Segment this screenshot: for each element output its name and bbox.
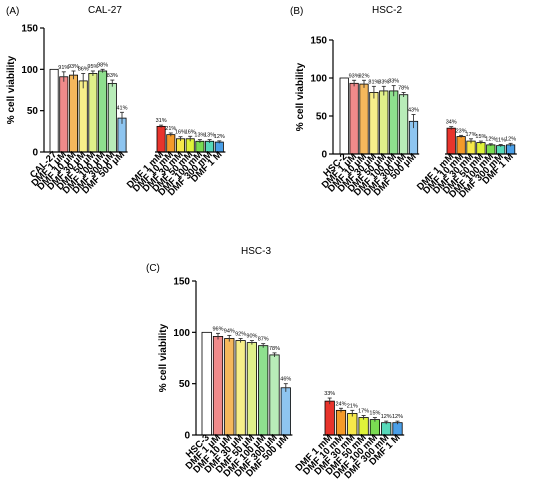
chart-panel-3: (C)HSC-3% cell viability050100150HSC-396… bbox=[146, 246, 405, 481]
data-label: 13% bbox=[194, 133, 205, 139]
data-label: 12% bbox=[505, 136, 516, 142]
data-label: 92% bbox=[235, 331, 246, 337]
y-tick-label: 50 bbox=[27, 106, 39, 117]
data-label: 95% bbox=[87, 64, 98, 70]
bar bbox=[349, 82, 359, 155]
chart-title: HSC-2 bbox=[372, 5, 402, 16]
y-tick-label: 50 bbox=[179, 379, 191, 390]
y-tick-label: 100 bbox=[173, 328, 190, 339]
data-label: 34% bbox=[446, 120, 457, 126]
bar bbox=[212, 336, 224, 436]
data-label: 17% bbox=[465, 132, 476, 138]
bar bbox=[59, 76, 69, 153]
bar bbox=[88, 73, 98, 153]
bar bbox=[389, 90, 399, 155]
bar bbox=[398, 94, 409, 155]
bar bbox=[107, 82, 117, 153]
data-label: 86% bbox=[78, 66, 89, 72]
data-label: 87% bbox=[258, 337, 269, 343]
data-label: 33% bbox=[324, 391, 335, 397]
y-tick-label: 100 bbox=[21, 65, 38, 76]
chart-panel-2: (B) HSC-2% cell viability050100150HSC-293… bbox=[290, 5, 517, 200]
bar bbox=[246, 342, 257, 436]
bar bbox=[446, 127, 456, 155]
data-label: 78% bbox=[269, 346, 280, 352]
data-label: 83% bbox=[378, 79, 389, 85]
data-label: 24% bbox=[335, 401, 346, 407]
data-label: 83% bbox=[107, 73, 118, 79]
data-label: 16% bbox=[185, 129, 196, 135]
bar bbox=[269, 354, 280, 436]
data-label: 31% bbox=[156, 118, 167, 124]
data-label: 17% bbox=[358, 408, 369, 414]
data-label: 94% bbox=[224, 328, 235, 334]
y-tick-label: 100 bbox=[310, 74, 327, 85]
data-label: 16% bbox=[175, 130, 186, 136]
panel-label: (C) bbox=[146, 263, 160, 274]
data-label: 90% bbox=[246, 334, 257, 340]
data-label: 12% bbox=[392, 414, 403, 420]
data-label: 92% bbox=[358, 73, 369, 79]
chart-title: CAL-27 bbox=[88, 5, 122, 16]
y-tick-label: 0 bbox=[321, 150, 327, 161]
y-tick-label: 0 bbox=[32, 148, 38, 159]
bar bbox=[156, 125, 166, 153]
y-tick-label: 50 bbox=[316, 112, 328, 123]
data-label: 23% bbox=[456, 128, 467, 134]
bar bbox=[369, 92, 379, 155]
bar bbox=[235, 340, 246, 436]
y-axis-label: % cell viability bbox=[158, 323, 169, 392]
bar bbox=[359, 83, 369, 155]
data-label: 41% bbox=[116, 105, 127, 111]
bar bbox=[379, 90, 389, 155]
bar bbox=[49, 68, 59, 153]
panel-label: (A) bbox=[6, 6, 19, 17]
bar bbox=[335, 409, 347, 436]
data-label: 93% bbox=[68, 64, 79, 70]
data-label: 83% bbox=[388, 79, 399, 85]
bar bbox=[78, 80, 88, 153]
data-label: 12% bbox=[381, 414, 392, 420]
y-tick-label: 0 bbox=[184, 431, 190, 442]
data-label: 12% bbox=[485, 137, 496, 143]
bar bbox=[98, 70, 108, 153]
data-label: 15% bbox=[369, 411, 380, 417]
y-tick-label: 150 bbox=[173, 277, 190, 288]
data-label: 81% bbox=[368, 79, 379, 85]
data-label: 78% bbox=[398, 85, 409, 91]
data-label: 11% bbox=[495, 138, 506, 144]
data-label: 96% bbox=[212, 326, 223, 332]
data-label: 21% bbox=[347, 403, 358, 409]
y-axis-label: % cell viability bbox=[6, 55, 17, 124]
chart-panel-1: (A) CAL-27% cell viability050100150CAL-27… bbox=[6, 5, 226, 198]
data-label: 91% bbox=[58, 65, 69, 71]
chart-title: HSC-3 bbox=[241, 246, 271, 257]
bar bbox=[69, 74, 79, 153]
y-tick-label: 150 bbox=[21, 24, 38, 35]
y-tick-label: 150 bbox=[310, 36, 327, 47]
data-label: 43% bbox=[408, 107, 419, 113]
data-label: 12% bbox=[214, 134, 225, 140]
bar bbox=[339, 77, 349, 155]
panel-label: (B) bbox=[290, 6, 303, 17]
bar bbox=[324, 400, 335, 436]
data-label: 46% bbox=[280, 377, 291, 383]
bar bbox=[224, 338, 235, 436]
bar bbox=[258, 345, 269, 436]
data-label: 21% bbox=[165, 126, 176, 132]
data-label: 13% bbox=[204, 133, 215, 139]
bar bbox=[280, 387, 291, 436]
data-label: 98% bbox=[97, 62, 108, 68]
data-label: 93% bbox=[349, 73, 360, 79]
y-axis-label: % cell viability bbox=[295, 62, 306, 131]
bar bbox=[201, 331, 212, 436]
data-label: 15% bbox=[475, 134, 486, 140]
